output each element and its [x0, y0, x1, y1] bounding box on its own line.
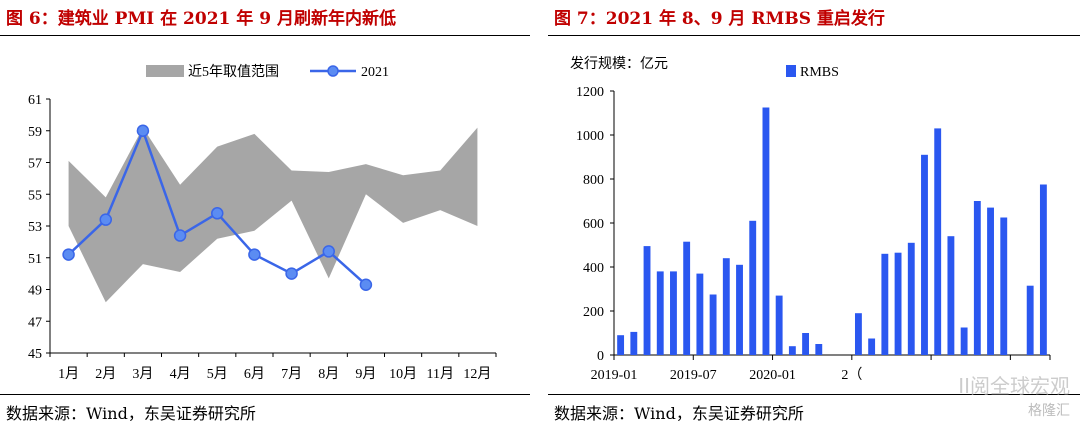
rmbs-chart-panel: 图 7：2021 年 8、9 月 RMBS 重启发行 发行规模：亿元 RMBS 0 2…	[548, 0, 1080, 430]
top-rule	[548, 35, 1080, 36]
data-point	[99, 213, 112, 226]
bar	[987, 207, 994, 355]
y-tick-label: 400	[583, 261, 604, 276]
bar	[670, 271, 677, 355]
bar	[709, 294, 717, 355]
x-tick-label: 2020-01	[749, 368, 796, 383]
x-tick-label: 9月	[355, 366, 376, 382]
y-tick-label: 47	[28, 315, 42, 330]
bar	[788, 346, 796, 355]
bar	[1026, 285, 1034, 355]
y-tick-label: 200	[583, 305, 604, 320]
source-note: 数据来源：Wind，东吴证券研究所	[554, 404, 804, 423]
pmi-chart-panel: 图 6：建筑业 PMI 在 2021 年 9 月刷新年内新低 45 47 49 51 5…	[0, 0, 530, 430]
legend-label: 2021	[361, 65, 389, 80]
legend-label: RMBS	[800, 65, 839, 80]
y-axis-unit-label: 发行规模：亿元	[570, 56, 668, 72]
x-tick-label: 7月	[281, 366, 302, 382]
bottom-rule	[0, 394, 530, 395]
bar	[815, 344, 823, 355]
data-point	[136, 124, 150, 137]
y-tick-label: 0	[597, 349, 604, 364]
chart-title: 图 7：2021 年 8、9 月 RMBS 重启发行	[554, 9, 885, 29]
bar	[973, 201, 981, 355]
watermark: II阅全球宏观	[958, 374, 1070, 398]
bar	[907, 242, 915, 355]
y-tick-label: 1200	[576, 85, 604, 100]
x-tick-label: 10月	[389, 366, 417, 382]
y-tick-label: 61	[28, 93, 42, 108]
bar	[749, 220, 757, 355]
bar	[696, 273, 704, 355]
bar	[736, 264, 743, 355]
bar	[722, 258, 730, 355]
bar	[868, 338, 876, 355]
bar	[1039, 184, 1047, 355]
y-tick-label: 1000	[576, 129, 604, 144]
y-tick-label: 59	[28, 125, 42, 140]
source-note: 数据来源：Wind，东吴证券研究所	[6, 404, 256, 423]
band-area	[68, 127, 478, 303]
data-point	[285, 267, 298, 280]
y-tick-label: 49	[28, 284, 42, 299]
bar	[617, 335, 625, 355]
bar	[934, 128, 942, 355]
bar	[775, 295, 783, 355]
data-point	[211, 207, 224, 220]
y-tick-label: 800	[583, 173, 604, 188]
x-tick-label: 2月	[95, 366, 116, 382]
y-tick-label: 600	[583, 217, 604, 232]
y-tick-label: 57	[28, 157, 42, 172]
legend-label: 近5年取值范围	[188, 63, 279, 80]
x-tick-label: 2019-01	[591, 368, 638, 383]
bar	[881, 253, 889, 355]
pmi-chart: 45 47 49 51 53 55 57 59 61 1月 2月 3月 4月 5月 6月 7月 8月 9月 10月 1…	[28, 63, 497, 382]
bar	[802, 333, 810, 355]
data-point	[173, 229, 187, 242]
x-tick-label: 11月	[427, 366, 454, 382]
x-tick-label: 5月	[207, 366, 228, 382]
data-point	[322, 245, 335, 258]
bar	[643, 246, 651, 355]
x-tick-label: 2019-07	[670, 368, 717, 383]
data-point	[248, 248, 261, 261]
y-tick-label: 55	[28, 188, 42, 203]
bar	[921, 154, 928, 355]
top-rule	[0, 35, 530, 36]
bottom-rule	[548, 394, 1080, 395]
bar	[894, 252, 902, 355]
y-tick-label: 45	[28, 347, 42, 362]
legend-swatch-band	[146, 65, 184, 77]
bar	[960, 327, 968, 355]
bar	[1000, 217, 1008, 355]
x-tick-label: 8月	[318, 366, 339, 382]
x-tick-label: 2（	[841, 367, 862, 383]
bar	[630, 331, 638, 355]
legend-swatch-rmbs	[786, 65, 796, 77]
legend-marker-2021	[327, 65, 339, 77]
watermark-brand: 格隆汇	[1028, 403, 1070, 419]
y-tick-label: 51	[28, 252, 42, 267]
x-tick-label: 6月	[244, 366, 265, 382]
data-point	[62, 248, 75, 261]
data-point	[359, 278, 373, 291]
x-tick-label: 3月	[132, 366, 153, 382]
bar	[762, 107, 770, 355]
bar	[683, 241, 691, 355]
chart-title: 图 6：建筑业 PMI 在 2021 年 9 月刷新年内新低	[6, 9, 396, 29]
y-tick-label: 53	[28, 220, 42, 235]
x-tick-label: 4月	[170, 366, 191, 382]
bar	[947, 236, 955, 355]
bar	[656, 271, 664, 355]
rmbs-chart: 发行规模：亿元 RMBS 0 200 400 600 800 1000 1200 2019-01 2…	[570, 56, 1051, 383]
x-tick-label: 1月	[58, 366, 79, 382]
bar	[854, 313, 862, 355]
x-tick-label: 12月	[463, 366, 491, 382]
